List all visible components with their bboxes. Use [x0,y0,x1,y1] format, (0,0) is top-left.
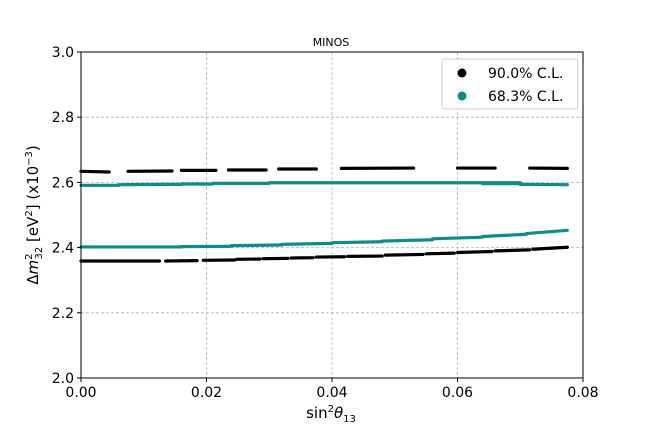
x-tick-label: 0.04 [316,385,347,401]
contour-segment [424,251,456,256]
y-axis-label-delta: Δ [24,274,42,285]
y-tick-label: 2.4 [52,241,74,257]
contour-segment [531,245,569,251]
contour-segment [481,232,529,239]
x-tick-label: 0.00 [65,385,96,401]
y-tick-label: 3.0 [52,45,74,61]
y-axis-label-unit-open: [eV [24,216,42,247]
y-axis-label-m-sup: 2 [24,254,35,260]
y-axis-label-m: m [24,260,42,275]
legend-frame [441,58,579,110]
x-axis-label: sin2θ13 [306,404,356,425]
y-axis-label: Δm232 [eV2] (x10−3) [24,145,45,285]
contour-segment [79,169,111,174]
legend-marker-68 [457,91,467,101]
legend-label-68: 68.3% C.L. [488,89,563,105]
x-tick-label: 0.06 [442,385,473,401]
y-axis-label-exp-sup: −3 [24,151,35,166]
chart-title: MINOS [313,36,350,49]
x-tick-label: 0.08 [567,385,598,401]
x-tick-label: 0.02 [191,385,222,401]
series-layer [79,166,569,263]
contour-segment [493,248,532,253]
legend-label-90: 90.0% C.L. [488,66,563,82]
x-axis-label-sub: 13 [343,414,356,425]
contour-segment [380,238,434,243]
contour-segment [230,243,284,248]
x-axis-label-main: sin [306,404,328,422]
legend-marker-90 [457,68,467,78]
contour-segment [383,252,425,257]
y-axis-label-unit-close: ] (x10 [24,166,42,210]
series-68-contour [79,181,569,249]
contour-segment [280,241,334,246]
contour-segment [330,240,384,245]
y-axis-label-unit-sup: 2 [24,210,35,216]
contour-segment [430,235,485,241]
series-90-contour [79,166,569,263]
tick-layer: 0.00 0.02 0.04 0.06 0.08 2.0 2.2 2.4 2.6 2.8 3.0 [52,45,599,401]
legend: 90.0% C.L. 68.3% C.L. [441,58,579,110]
y-axis-label-m-sub: 32 [34,247,45,260]
x-axis-label-theta: θ [334,404,343,422]
y-axis-label-end: ) [24,145,42,151]
y-tick-label: 2.8 [52,110,74,126]
x-axis-label-sup: 2 [328,404,334,415]
y-tick-label: 2.0 [52,371,74,387]
contour-segment [524,228,569,236]
y-tick-label: 2.6 [52,175,74,191]
y-tick-label: 2.2 [52,306,74,322]
contour-segment [455,249,494,255]
